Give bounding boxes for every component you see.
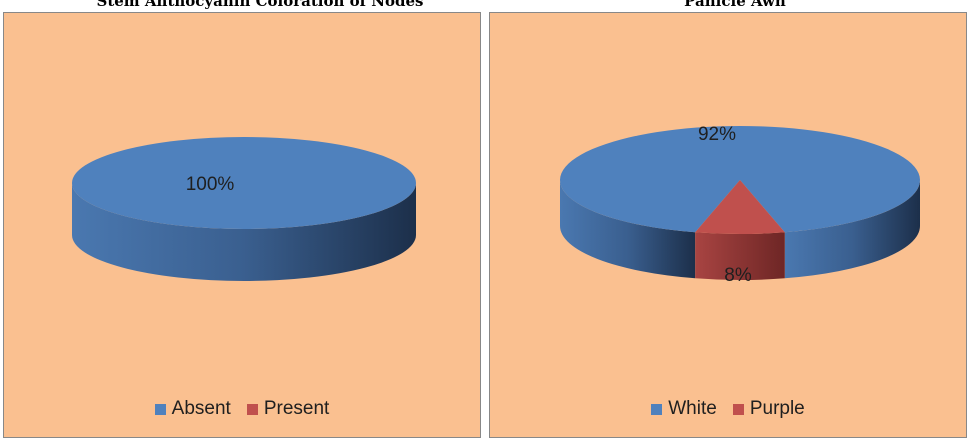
right-slice-purple — [695, 180, 785, 235]
right-side-white-0 — [784, 180, 920, 279]
left-data-label-absent: 100% — [186, 174, 235, 195]
pie-chart-left: 100% — [72, 137, 416, 281]
legend-item-white: White — [651, 398, 717, 420]
legend-swatch-absent — [154, 403, 166, 415]
chart-panel-right: 92% 8% White Purple — [489, 12, 967, 438]
legend-item-absent: Absent — [154, 398, 231, 420]
legend-item-purple: Purple — [732, 398, 805, 420]
legend-label-purple: Purple — [749, 398, 805, 419]
chart-panel-left: 100% Absent Present — [3, 12, 481, 438]
right-slice-white — [560, 126, 920, 233]
chart-title-left: Stem Anthocyanin Coloration of Nodes — [96, 0, 424, 10]
pie-right-group: 92% 8% — [560, 124, 920, 286]
legend-swatch-purple — [732, 403, 744, 415]
right-data-label-purple: 8% — [724, 265, 752, 286]
legend-label-present: Present — [263, 398, 330, 419]
legend-right: White Purple — [490, 398, 966, 420]
left-side-absent-0 — [72, 183, 416, 281]
legend-label-white: White — [668, 398, 717, 419]
right-data-label-white: 92% — [698, 124, 736, 145]
pie-chart-right: 92% 8% — [560, 124, 920, 286]
legend-swatch-white — [651, 403, 663, 415]
right-side-white-1 — [560, 180, 696, 279]
right-side-purple — [695, 232, 785, 280]
legend-left: Absent Present — [4, 398, 480, 420]
left-slice-absent — [72, 137, 416, 229]
pie-left-group: 100% — [72, 137, 416, 281]
legend-label-absent: Absent — [171, 398, 231, 419]
legend-swatch-present — [246, 403, 258, 415]
chart-title-right: Panicle Awn — [684, 0, 786, 10]
legend-item-present: Present — [246, 398, 330, 420]
